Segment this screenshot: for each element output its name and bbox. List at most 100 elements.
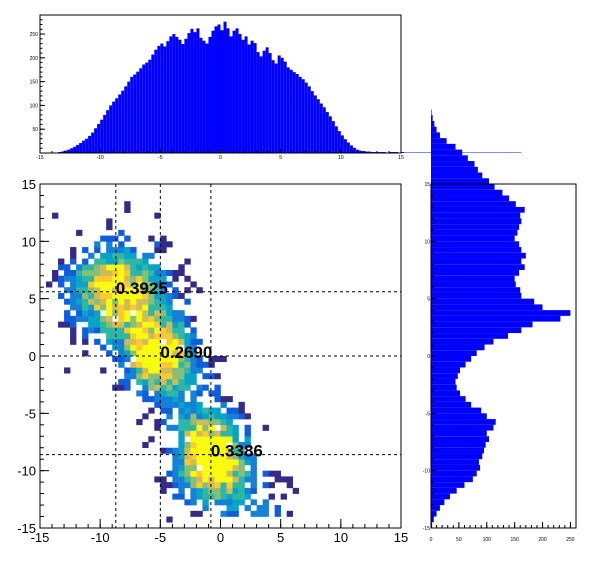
heatmap-cell [64,367,71,374]
right-histogram-bar [431,407,482,414]
heatmap-cell [166,270,173,277]
heatmap-cell [244,453,251,460]
heatmap-cell [136,310,143,317]
heatmap-cell [82,281,89,288]
heatmap-cell [202,487,209,494]
heatmap-cell [226,470,233,477]
top-histogram-bar [277,55,281,154]
heatmap-cell [184,287,191,294]
heatmap-cell [232,487,239,494]
heatmap-cell [172,287,179,294]
heatmap-cell [154,390,161,397]
right-histogram-bar [431,356,472,362]
heatmap-cell [184,344,191,351]
heatmap-cell [190,281,197,288]
heatmap-cell [232,476,239,483]
heatmap-cell [142,390,149,397]
heatmap-cell [172,493,179,500]
heatmap-cell [142,298,149,305]
top-y-tick-label: 250 [30,32,39,38]
heatmap-cell [118,281,125,288]
heatmap-cell [166,390,173,397]
heatmap-cell [226,493,233,500]
heatmap-cell [148,333,155,340]
heatmap-cell [88,327,95,334]
heatmap-cell [196,459,203,466]
heatmap-cell [76,270,83,277]
right-histogram-bar [431,361,466,368]
heatmap-cell [160,315,167,322]
heatmap-cell [154,333,161,340]
top-histogram-bar [85,138,89,153]
heatmap-cell [244,505,251,512]
heatmap-cell [172,482,179,489]
heatmap-cell [160,476,167,483]
heatmap-cell [184,453,191,460]
heatmap-cell [76,281,83,288]
heatmap-cell [88,275,95,282]
heatmap-cell [154,321,161,328]
top-histogram-bar [145,62,149,153]
heatmap-cell [214,470,221,477]
heatmap-cell [244,430,251,437]
heatmap-cell [190,487,197,494]
heatmap-cell [202,407,209,414]
top-histogram-bar [103,114,107,153]
top-histogram-bar [154,49,158,153]
heatmap-cell [106,304,113,311]
heatmap-cell [280,493,287,500]
heatmap-cell [70,270,77,277]
heatmap-cell [106,310,113,317]
heatmap-cell [148,298,155,305]
heatmap-cell [136,338,143,345]
heatmap-cell [124,287,131,294]
heatmap-cell [172,356,179,363]
heatmap-cell [190,424,197,431]
heatmap-cell [226,430,233,437]
heatmap-cell [142,373,149,380]
heatmap-cell [208,407,215,414]
heatmap-cell [70,258,77,265]
right-histogram-bar [431,344,485,351]
heatmap-cell [142,344,149,351]
top-histogram-panel: -15 -10 -5 0 5 10 15 50 100 150 200 250 [30,14,522,161]
heatmap-cell [88,310,95,317]
heatmap-cell [94,327,101,334]
top-histogram-bar [166,41,170,154]
heatmap-cell [226,510,233,517]
right-x-tick-label: 50 [456,537,462,543]
heatmap-cell [214,447,221,454]
heatmap-cell [94,258,101,265]
heatmap-cell [184,298,191,305]
heatmap-cell [70,304,77,311]
heatmap-cell [148,361,155,368]
heatmap-cell [148,384,155,391]
top-histogram-bar [190,28,194,153]
heatmap-cell [226,482,233,489]
heatmap-cell [190,476,197,483]
heatmap-cell [160,292,167,299]
heatmap-cell [100,270,107,277]
main-y-tick-label: 10 [22,234,36,249]
heatmap-cell [124,321,131,328]
heatmap-cell [286,482,293,489]
heatmap-cell [118,333,125,340]
heatmap-cell [130,338,137,345]
heatmap-cell [190,510,197,517]
main-y-tick-label: 15 [22,177,36,192]
heatmap-cell [148,396,155,403]
heatmap-cell [244,493,251,500]
heatmap-cell [244,424,251,431]
heatmap-cell [154,281,161,288]
heatmap-cell [82,327,89,334]
heatmap-cell [136,390,143,397]
heatmap-cell [112,287,119,294]
top-histogram-bar [205,43,209,153]
heatmap-cell [178,384,185,391]
main-x-tick-label: 0 [217,530,224,545]
right-histogram-bar [431,464,481,471]
heatmap-cell [184,356,191,363]
heatmap-cell [214,407,221,414]
heatmap-cell [124,333,131,340]
heatmap-cell [208,419,215,426]
